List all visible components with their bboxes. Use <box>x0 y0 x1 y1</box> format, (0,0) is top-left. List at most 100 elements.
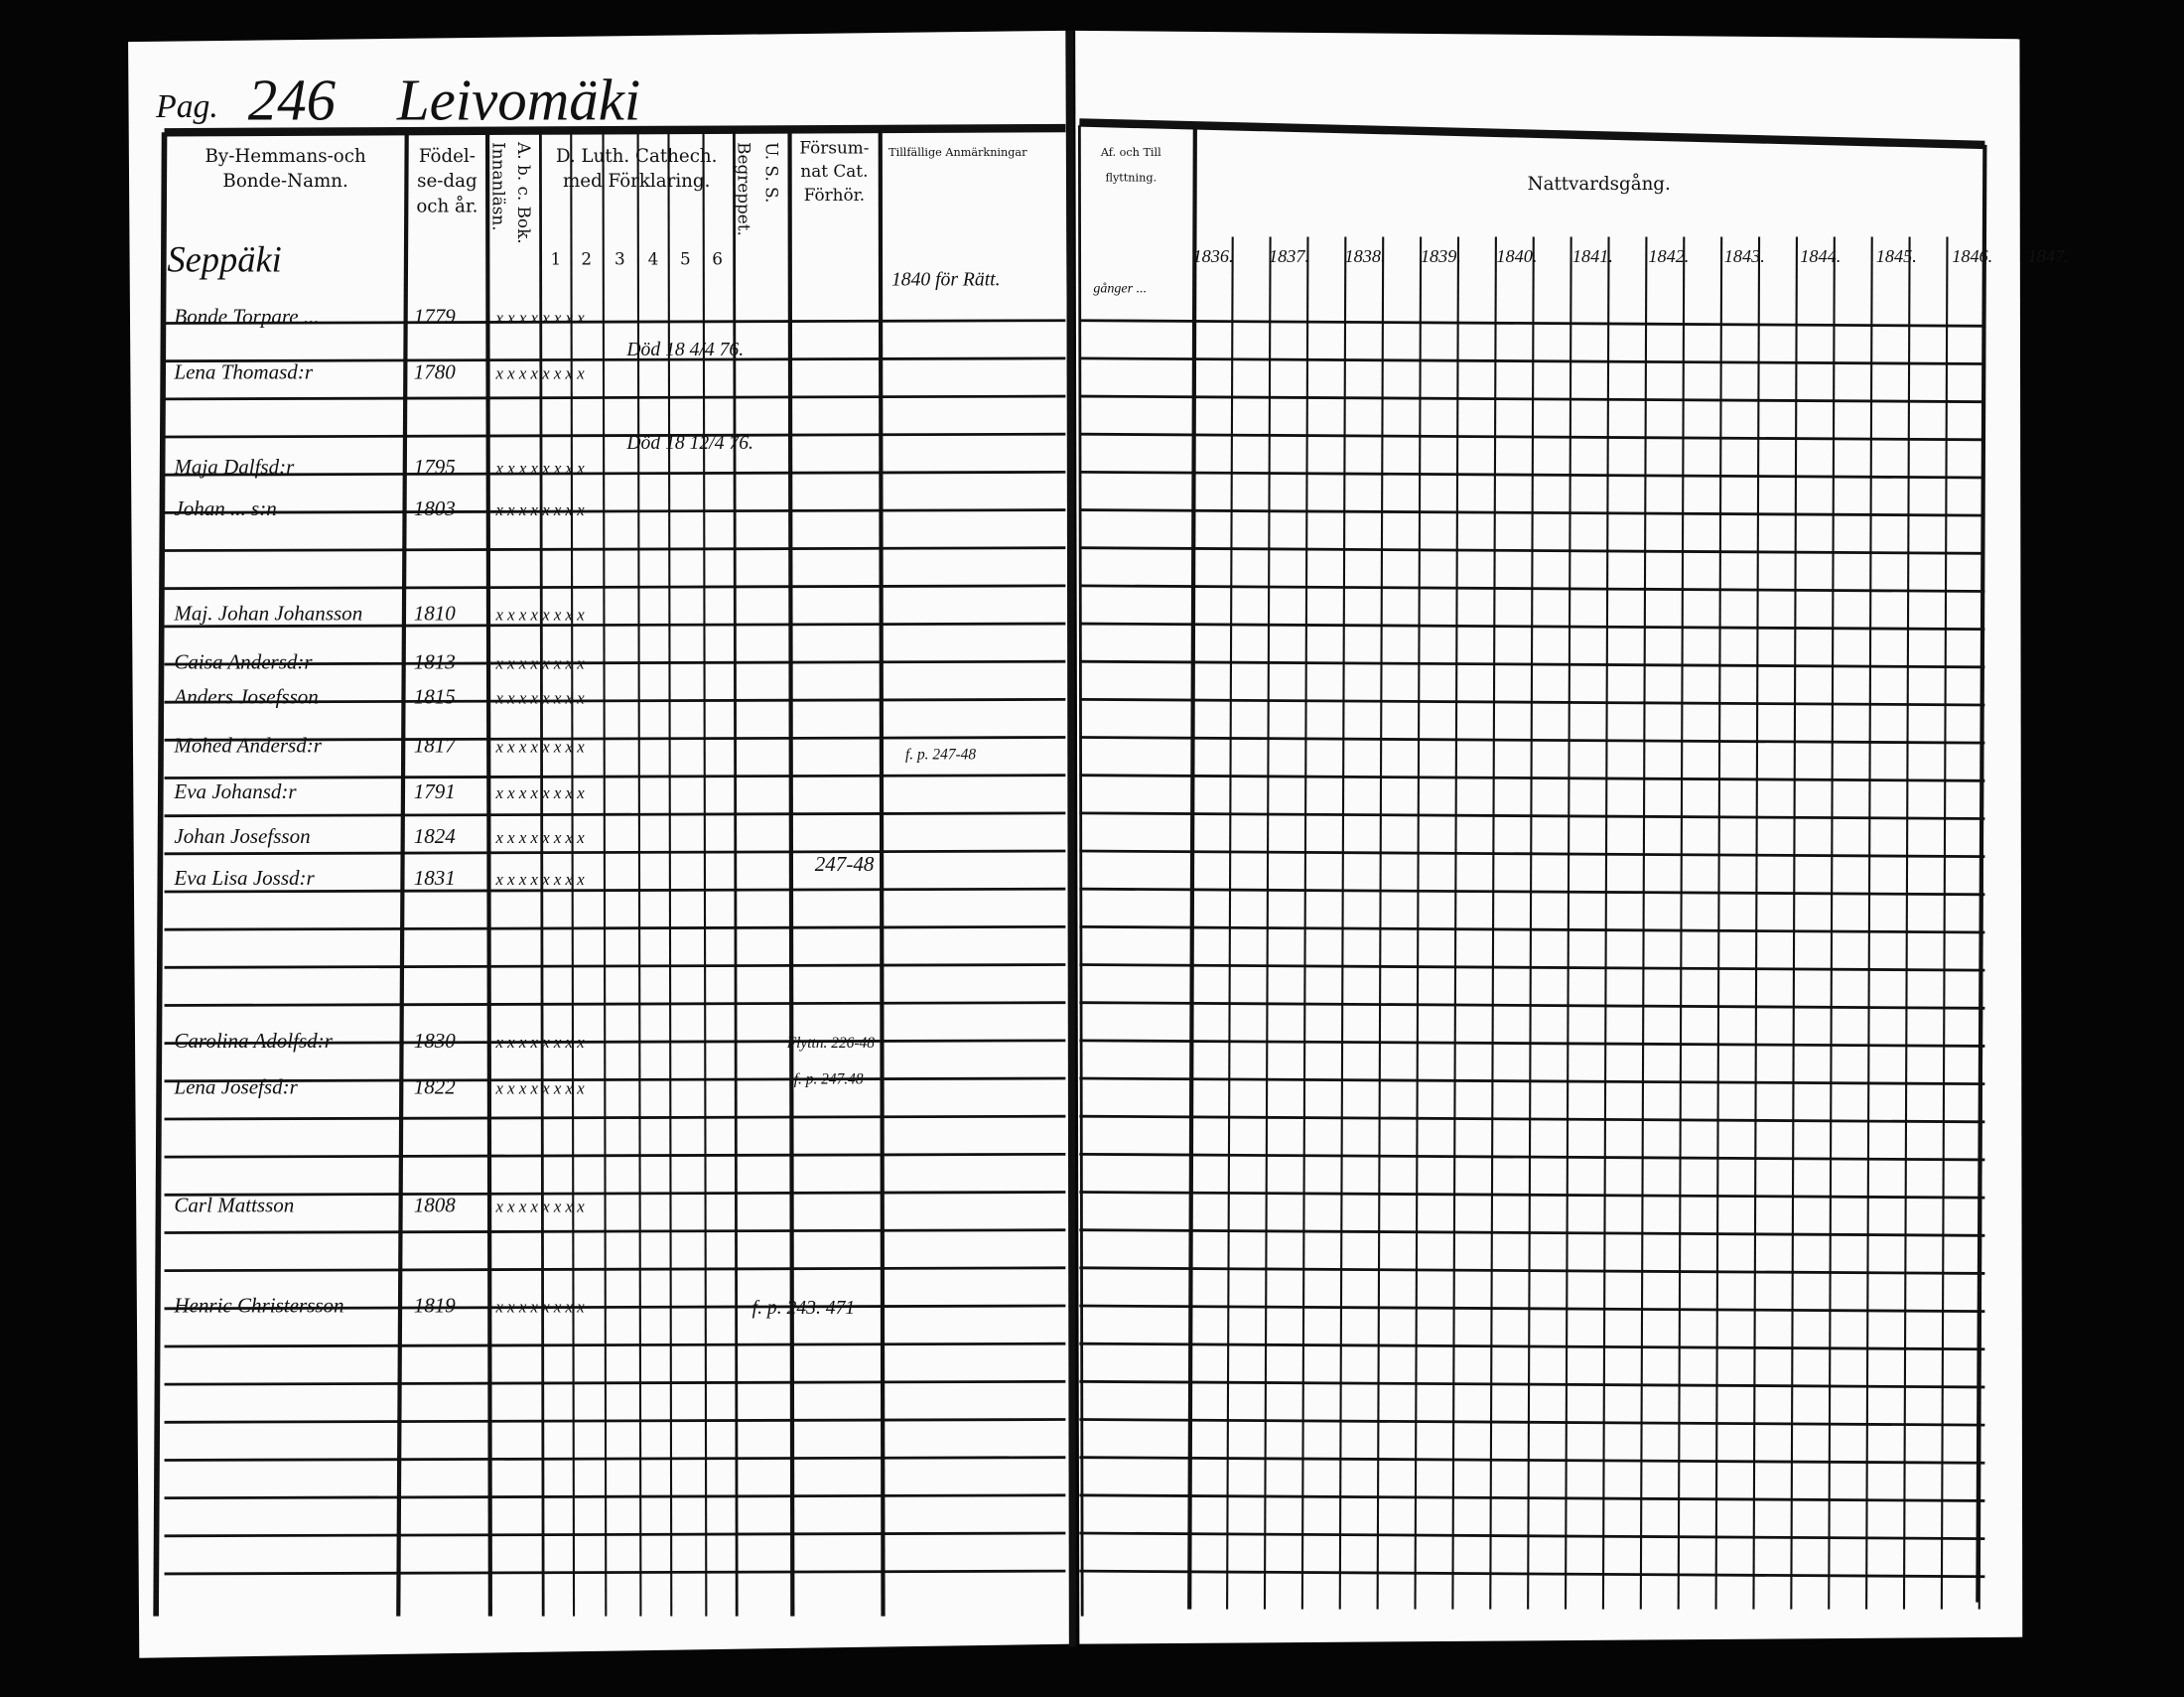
row-rule <box>164 356 1066 363</box>
tally-marks: x x x x x x x x <box>494 870 585 889</box>
tally-marks: x x x x x x x x <box>494 828 585 847</box>
right-page <box>1075 30 2023 1644</box>
catech-subcolumn: 3 <box>614 249 625 269</box>
row-rule <box>164 546 1066 552</box>
column-rule <box>153 132 168 1617</box>
entry-row: Mohed Andersd:r 1817 x x x x x x x x <box>173 734 585 758</box>
tally-marks: x x x x x x x x <box>494 605 585 624</box>
row-rule <box>164 1114 1066 1121</box>
header-abc-book: A. b. c. Bok. <box>514 141 534 244</box>
column-rule <box>667 132 673 1617</box>
header-nattvardsgang: Nattvardsgång. <box>1528 173 1671 195</box>
catech-subcolumn: 5 <box>680 249 691 269</box>
header-begreppet: Begreppet. <box>735 142 754 236</box>
column-rule <box>1865 236 1873 1610</box>
row-rule <box>1079 1266 1985 1275</box>
row-rule <box>164 736 1066 742</box>
column-rule <box>636 132 642 1617</box>
person-name: Bonde Torpare ... <box>174 305 319 329</box>
tally-marks: x x x x x x x x <box>494 1298 585 1317</box>
entry-row: Maj. Johan Johansson 1810 x x x x x x x x <box>173 601 585 625</box>
row-rule <box>164 1456 1066 1462</box>
book-gutter <box>1066 30 1076 1647</box>
right-header-rule <box>1079 118 1985 150</box>
note: 1840 för Rätt. <box>891 269 1001 291</box>
column-rule <box>1677 236 1686 1610</box>
header-name-line2: Bonde-Namn. <box>222 171 347 192</box>
catech-subcolumn: 2 <box>581 249 592 269</box>
person-name: Lena Thomasd:r <box>173 360 313 384</box>
ruled-grid <box>153 125 1987 1617</box>
row-rule <box>164 1342 1066 1348</box>
year-column-label: 1847. <box>2028 246 2069 266</box>
row-rule <box>1079 1152 1985 1162</box>
entry-row: Maja Dalfsd:r 1795 x x x x x x x x <box>173 455 585 479</box>
birth-year: 1810 <box>414 601 457 625</box>
right-column-headers: Af. och Till flyttning. Nattvardsgång. 1… <box>1100 146 2069 266</box>
column-rule <box>878 132 886 1617</box>
note: Död 18 12/4 76. <box>625 432 753 454</box>
row-rule <box>164 924 1066 931</box>
column-rule <box>1790 236 1799 1610</box>
tally-marks: x x x x x x x x <box>494 309 585 328</box>
column-rule <box>1451 236 1460 1610</box>
column-rule <box>1376 236 1385 1610</box>
row-rule <box>1079 546 1985 555</box>
header-forsummat-line3: Förhör. <box>804 185 865 205</box>
row-rule <box>164 1418 1066 1424</box>
person-name: Johan Josefsson <box>174 824 310 848</box>
note: gånger ... <box>1093 281 1147 297</box>
tally-marks: x x x x x x x x <box>494 738 585 757</box>
year-column-label: 1843. <box>1724 246 1765 266</box>
note: f. p. 243. 471 <box>752 1297 856 1319</box>
note: f. p. 247-48 <box>905 747 976 764</box>
entry-row: Carolina Adolfsd:r 1830 x x x x x x x x <box>174 1029 585 1053</box>
column-rule <box>1263 236 1272 1610</box>
note: 247-48 <box>815 852 875 876</box>
year-column-label: 1842. <box>1648 246 1689 266</box>
left-column-headers: By-Hemmans-och Bonde-Namn. Födel- se-dag… <box>205 137 1028 268</box>
row-rule <box>164 432 1066 439</box>
column-rule <box>1714 236 1723 1610</box>
header-catech-line1: D. Luth. Cathech. <box>556 146 718 167</box>
row-rule <box>164 697 1066 704</box>
column-rule <box>1902 236 1911 1610</box>
row-rule <box>1079 1039 1985 1048</box>
person-name: Caisa Andersd:r <box>174 649 313 673</box>
entry-row: Anders Josefsson 1815 x x x x x x x x <box>172 685 585 709</box>
row-rule <box>164 1152 1066 1159</box>
row-rule <box>1079 1001 1985 1010</box>
row-rule <box>164 1228 1066 1234</box>
page-number: 246 <box>248 68 337 133</box>
person-name: Eva Lisa Jossd:r <box>173 866 315 890</box>
tally-marks: x x x x x x x x <box>494 653 585 672</box>
row-rule <box>164 811 1066 818</box>
person-name: Carolina Adolfsd:r <box>174 1029 333 1053</box>
column-rule <box>484 132 492 1617</box>
person-name: Mohed Andersd:r <box>173 734 322 758</box>
tally-marks: x x x x x x x x <box>494 364 585 383</box>
column-rule <box>702 132 708 1617</box>
row-rule <box>164 1039 1066 1046</box>
year-column-label: 1837. <box>1269 246 1309 266</box>
row-rule <box>164 659 1066 666</box>
entry-row: Carl Mattsson 1808 x x x x x x x x <box>174 1194 585 1217</box>
birth-year: 1803 <box>414 496 456 520</box>
row-rule <box>1079 774 1985 782</box>
row-rule <box>164 508 1066 514</box>
birth-year: 1822 <box>414 1074 457 1098</box>
row-rule <box>1079 1191 1985 1200</box>
row-rule <box>1079 584 1985 593</box>
row-rule <box>1079 736 1985 745</box>
person-name: Eva Johansd:r <box>173 779 297 803</box>
column-rule <box>1300 236 1309 1610</box>
tally-marks: x x x x x x x x <box>494 689 585 708</box>
header-catech-line2: med Förklaring. <box>563 171 710 192</box>
birth-year: 1815 <box>414 685 456 709</box>
birth-year: 1831 <box>414 866 456 890</box>
header-name-line1: By-Hemmans-och <box>205 146 366 167</box>
row-rule <box>1079 356 1985 365</box>
birth-year: 1808 <box>414 1194 457 1217</box>
row-rule <box>1079 963 1985 972</box>
tally-marks: x x x x x x x x <box>494 783 585 802</box>
